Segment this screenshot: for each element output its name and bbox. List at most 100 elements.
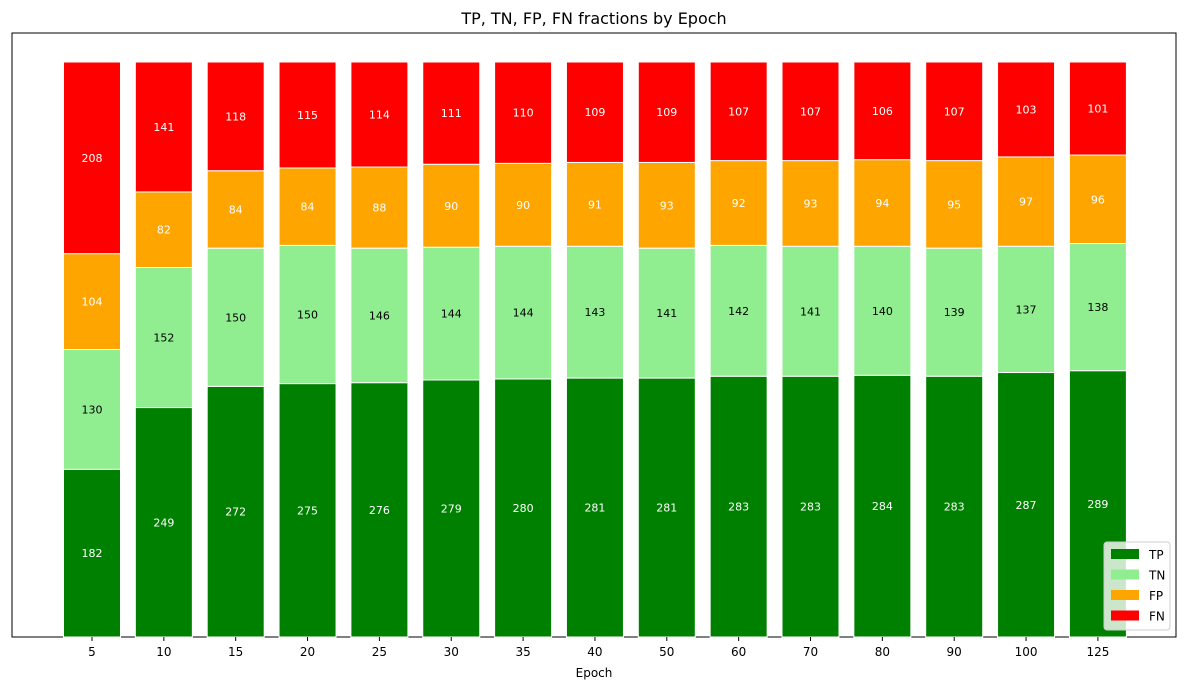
data-label-fn-125: 101	[1087, 103, 1108, 116]
bar-tp-70	[781, 375, 840, 638]
data-label-tn-100: 137	[1016, 303, 1037, 316]
bar-tn-90	[925, 247, 984, 377]
chart-title: TP, TN, FP, FN fractions by Epoch	[460, 9, 726, 28]
bar-fn-35	[494, 61, 553, 164]
data-label-tn-25: 146	[369, 309, 390, 322]
data-label-tp-125: 289	[1087, 498, 1108, 511]
data-label-tp-25: 276	[369, 504, 390, 517]
bar-fn-10	[134, 61, 193, 193]
bar-fn-70	[781, 61, 840, 162]
bar-fp-90	[925, 160, 984, 249]
data-label-fn-35: 110	[513, 107, 534, 120]
data-label-tp-80: 284	[872, 500, 893, 513]
bar-tn-60	[709, 244, 768, 377]
data-label-fn-40: 109	[584, 106, 605, 119]
bar-tn-100	[997, 245, 1056, 374]
data-label-tp-90: 283	[944, 501, 965, 514]
bar-fp-70	[781, 160, 840, 247]
bar-fp-25	[350, 166, 409, 249]
bar-fn-90	[925, 61, 984, 162]
data-label-fp-30: 90	[444, 200, 458, 213]
bar-fn-125	[1068, 61, 1127, 156]
bar-tn-5	[63, 349, 121, 470]
bar-tp-15	[206, 385, 265, 638]
bar-tn-25	[350, 247, 409, 384]
data-label-tn-20: 150	[297, 308, 318, 321]
bar-fn-60	[709, 61, 768, 162]
data-label-tp-20: 275	[297, 504, 318, 517]
x-tick-label: 40	[587, 645, 602, 659]
x-tick-label: 30	[444, 645, 459, 659]
data-label-fn-5: 208	[82, 152, 103, 165]
bar-fp-15	[206, 170, 265, 249]
data-label-tn-50: 141	[656, 307, 677, 320]
bar-fp-20	[278, 167, 337, 246]
data-label-tn-35: 144	[513, 307, 534, 320]
data-label-fn-15: 118	[225, 110, 246, 123]
x-tick-label: 70	[803, 645, 818, 659]
data-label-fp-35: 90	[516, 199, 530, 212]
bar-fn-20	[278, 61, 337, 169]
data-label-tn-125: 138	[1087, 301, 1108, 314]
data-label-fn-60: 107	[728, 105, 749, 118]
data-label-fp-90: 95	[947, 198, 961, 211]
data-label-fn-100: 103	[1016, 103, 1037, 116]
data-label-tn-10: 152	[153, 332, 174, 345]
data-label-fp-80: 94	[875, 197, 889, 210]
data-label-fp-50: 93	[660, 199, 674, 212]
bar-fn-40	[565, 61, 624, 163]
legend-swatch-fp	[1111, 590, 1139, 600]
bar-tn-10	[134, 266, 193, 409]
bar-tn-15	[206, 247, 265, 387]
x-axis-label: Epoch	[576, 666, 613, 680]
bar-tn-50	[637, 247, 696, 379]
data-label-tp-35: 280	[513, 502, 534, 515]
x-axis-ticks: 5 10 15 20 25 30 35 40 50 60 70 80 90 100 125	[88, 637, 1109, 659]
x-tick-label: 20	[300, 645, 315, 659]
x-tick-label: 10	[156, 645, 171, 659]
bar-fn-50	[637, 61, 696, 163]
data-label-tn-90: 139	[944, 306, 965, 319]
data-label-fn-25: 114	[369, 109, 390, 122]
bar-fp-60	[709, 160, 768, 246]
x-tick-label: 50	[659, 645, 674, 659]
bar-fn-80	[853, 61, 912, 161]
x-tick-label: 125	[1086, 645, 1109, 659]
bar-tp-100	[997, 372, 1056, 638]
data-label-tn-15: 150	[225, 311, 246, 324]
bar-fn-100	[997, 61, 1056, 158]
legend-swatch-tp	[1111, 549, 1139, 559]
data-label-tn-5: 130	[82, 403, 103, 416]
data-label-tp-30: 279	[441, 502, 462, 515]
legend-label-fn: FN	[1149, 610, 1165, 624]
bar-fn-5	[63, 61, 121, 255]
data-label-fn-30: 111	[441, 107, 462, 120]
data-label-fp-60: 92	[732, 197, 746, 210]
x-tick-label: 25	[372, 645, 387, 659]
bar-fp-125	[1068, 154, 1127, 245]
data-label-tp-10: 249	[153, 516, 174, 529]
data-label-tp-100: 287	[1016, 499, 1037, 512]
bar-tn-20	[278, 244, 337, 385]
data-label-fn-80: 106	[872, 105, 893, 118]
data-label-fn-90: 107	[944, 105, 965, 118]
bar-tn-80	[853, 245, 912, 376]
x-tick-label: 5	[88, 645, 96, 659]
x-tick-label: 60	[731, 645, 746, 659]
data-label-fp-5: 104	[82, 296, 103, 309]
data-label-fn-50: 109	[656, 106, 677, 119]
x-tick-label: 90	[947, 645, 962, 659]
data-label-fp-125: 96	[1091, 193, 1105, 206]
data-label-fp-15: 84	[229, 203, 243, 216]
data-label-fp-10: 82	[157, 224, 171, 237]
data-label-fp-70: 93	[804, 197, 818, 210]
data-label-fn-20: 115	[297, 109, 318, 122]
data-label-tp-60: 283	[728, 501, 749, 514]
legend-swatch-fn	[1111, 610, 1139, 621]
bar-tn-70	[781, 245, 840, 377]
bar-fp-50	[637, 161, 696, 249]
data-label-tn-80: 140	[872, 305, 893, 318]
bar-tn-40	[565, 245, 624, 379]
data-label-tp-15: 272	[225, 506, 246, 519]
bar-tp-50	[637, 377, 696, 638]
